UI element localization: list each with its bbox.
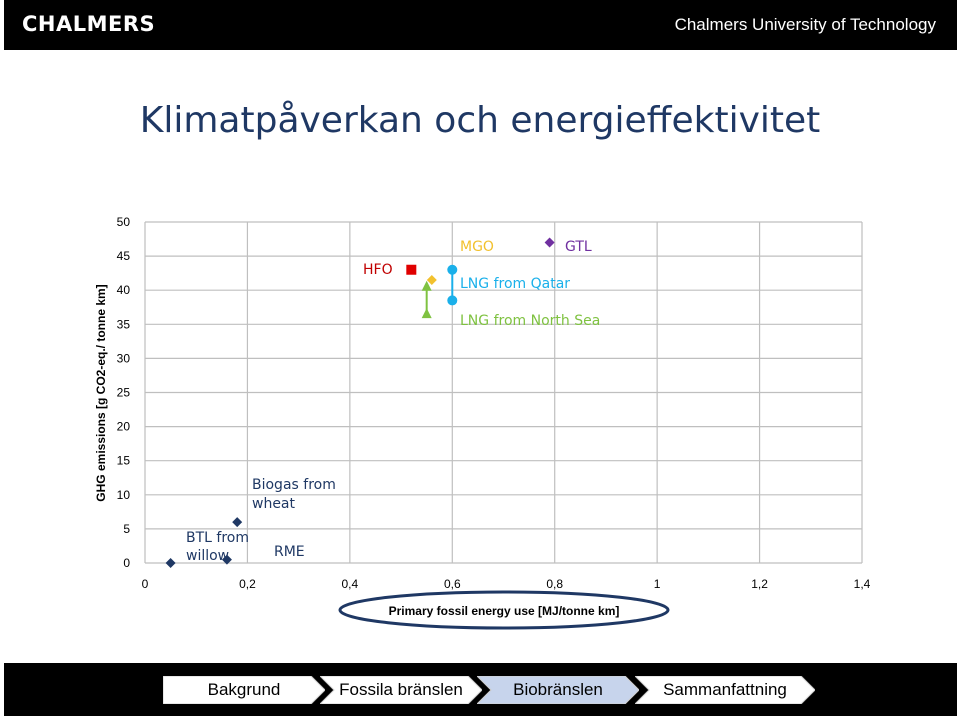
page-title: Klimatpåverkan och energieffektivitet [139,100,821,141]
x-axis-label-ellipse [338,590,670,630]
nav-chevron-shape [477,676,639,704]
x-tick-label: 1,4 [854,577,871,591]
nav-sammanfattning[interactable]: Sammanfattning [635,676,815,704]
scatter-chart: 0 0,2 0,4 0,6 0,8 1 1,2 1,4 0 5 10 15 20 25 30 35 40 45 50… [94,215,871,630]
point-label: GTL [565,239,592,255]
point-label: RME [274,544,305,560]
biogas-from-wheat-marker [232,517,243,528]
x-tick-label: 0,2 [239,577,256,591]
mgo-marker [426,274,437,285]
chalmers-logo: CHALMERS [22,12,156,36]
range-triangle-marker [421,308,432,319]
nav-fossila-branslen-label: Fossila bränslen [339,680,463,699]
range-triangle-marker [421,280,432,291]
x-tick-label: 1,2 [751,577,768,591]
y-tick-label: 40 [117,283,131,297]
y-tick-label: 35 [117,317,131,331]
point-label: HFO [363,262,393,278]
y-tick-label: 45 [117,249,131,263]
x-tick-label: 0,8 [546,577,563,591]
nav-biobranslen[interactable]: Biobränslen [477,676,639,704]
point-label: BTL from [186,530,249,546]
top-bar [4,0,957,50]
point-label: wheat [252,496,296,512]
y-tick-label: 20 [117,420,131,434]
point-label: MGO [460,239,494,255]
y-axis-label: GHG emissions [g CO2-eq./ tonne km] [94,284,108,501]
y-tick-label: 5 [123,522,130,536]
university-name: Chalmers University of Technology [674,15,936,34]
gtl-marker [544,237,555,248]
y-tick-label: 30 [117,351,131,365]
nav-chevron-shape [635,676,815,704]
x-axis-label: Primary fossil energy use [MJ/tonne km] [389,604,620,618]
x-tick-label: 1 [654,577,661,591]
nav-sammanfattning-label: Sammanfattning [663,680,787,699]
point-label: willow [186,548,229,564]
point-label: LNG from North Sea [460,313,600,329]
y-tick-label: 50 [117,215,131,229]
x-tick-label: 0,6 [444,577,461,591]
point-label: Biogas from [252,477,336,493]
y-tick-label: 10 [117,488,131,502]
nav-fossila-branslen[interactable]: Fossila bränslen [320,676,482,704]
rme-marker [221,554,232,565]
nav-bakgrund[interactable]: Bakgrund [163,676,325,704]
lng-from-qatar-marker [447,264,458,275]
btl-from-willow-marker [165,558,176,568]
point-label: LNG from Qatar [460,276,570,292]
y-tick-label: 0 [123,556,130,570]
nav-chevron-shape [320,676,482,704]
x-tick-label: 0,4 [342,577,359,591]
nav-chevron-shape [163,676,325,704]
nav-biobranslen-label: Biobränslen [513,680,603,699]
nav-bakgrund-label: Bakgrund [207,680,281,699]
y-tick-label: 15 [117,454,131,468]
hfo-marker [406,264,417,275]
x-tick-label: 0 [142,577,149,591]
y-tick-label: 25 [117,386,131,400]
lng-from-north-sea-marker [447,295,458,306]
